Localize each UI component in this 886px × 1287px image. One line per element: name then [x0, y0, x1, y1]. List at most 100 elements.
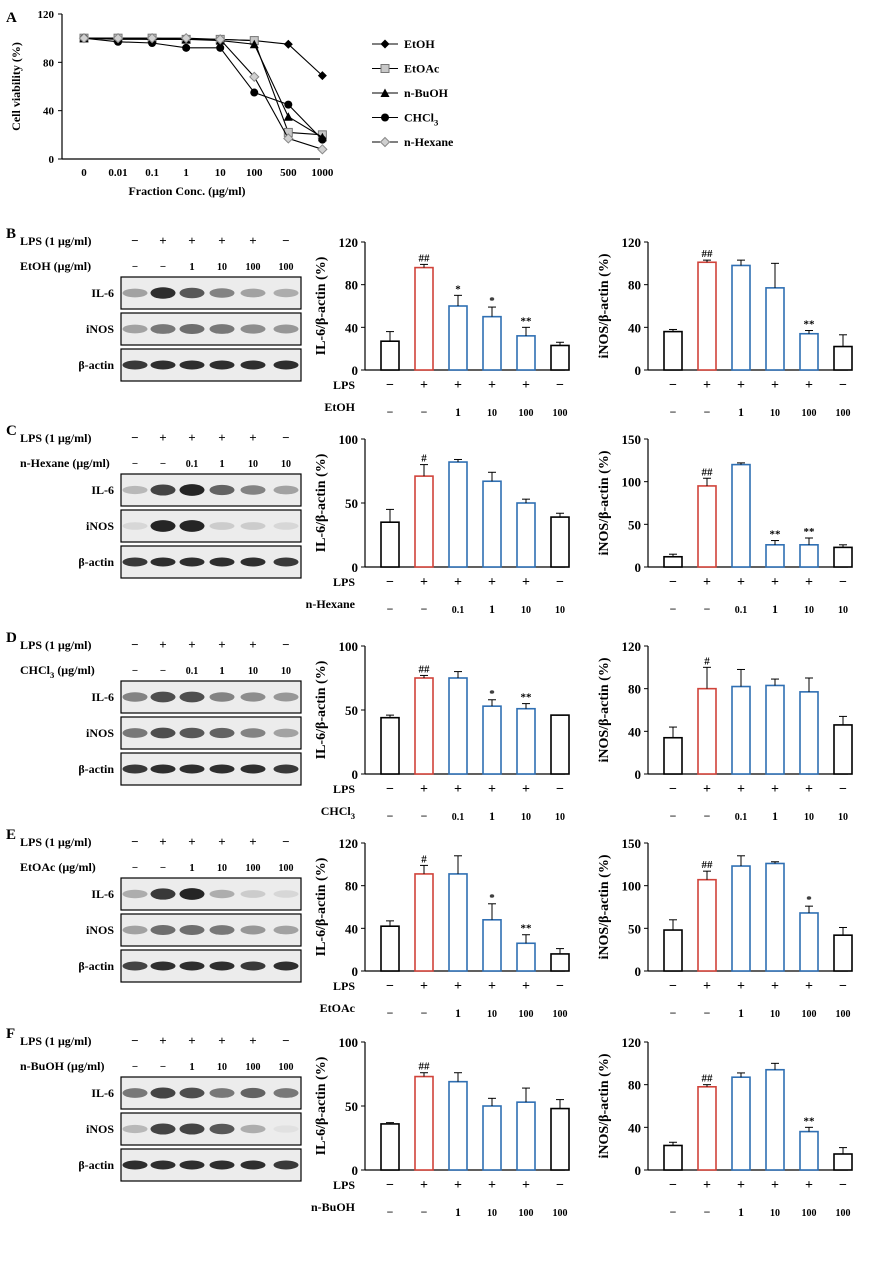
lps-sign: + — [249, 430, 256, 445]
blot-band — [240, 557, 266, 567]
inos-chart: 0 40 80 120 iNOS/β-actin (%) − − ## + − +1 +10 ** +10… — [597, 235, 853, 419]
x-dose-label: − — [670, 1205, 677, 1219]
bar — [697, 485, 717, 568]
legend-marker — [380, 64, 390, 73]
x-lps-sign: + — [805, 378, 813, 393]
bar — [833, 724, 853, 775]
blot-band-label: iNOS — [86, 1122, 114, 1136]
bar — [414, 266, 434, 371]
legend-marker — [380, 88, 390, 97]
blot-β-actin: β-actin — [78, 949, 302, 983]
data-point — [317, 71, 327, 81]
blot-band — [179, 727, 205, 739]
blot-band — [209, 522, 235, 530]
y-tick-label: 0 — [635, 363, 642, 378]
x-lps-sign: + — [771, 378, 779, 393]
x-dose-label: 0.1 — [735, 812, 748, 823]
blot-band — [273, 1088, 299, 1098]
x-lps-sign: − — [386, 378, 394, 393]
x-lps-label: LPS — [333, 782, 355, 796]
blot-band — [273, 557, 299, 567]
x-lps-sign: + — [420, 782, 428, 797]
dose-label: 1 — [189, 1061, 195, 1073]
blot-band — [179, 324, 205, 334]
blot-band — [122, 1160, 148, 1170]
x-lps-sign: + — [703, 1178, 711, 1193]
dose-label: − — [132, 261, 138, 273]
lps-header-label: LPS (1 μg/ml) — [20, 431, 91, 445]
x-lps-sign: + — [488, 575, 496, 590]
x-dose-label: 0.1 — [452, 812, 465, 823]
significance-mark: # — [421, 453, 427, 465]
data-point — [283, 133, 294, 144]
bar — [550, 516, 570, 568]
blot-band — [150, 1087, 176, 1099]
y-tick-label: 100 — [339, 432, 359, 447]
bar — [731, 463, 751, 568]
blot-band — [240, 728, 266, 738]
blot-band — [150, 360, 176, 370]
y-tick-label: 40 — [345, 921, 358, 936]
bar — [448, 677, 468, 775]
lps-sign: − — [131, 1033, 138, 1048]
blot-band — [122, 925, 148, 935]
bar — [448, 1080, 468, 1171]
blot-band — [273, 764, 299, 774]
x-treatment-label: CHCl3 — [321, 804, 356, 821]
blot-band — [273, 522, 299, 530]
panel-row-f: F LPS (1 μg/ml) − + + + + −n-BuOH (μg/ml) − −1 10 1… — [6, 1026, 853, 1219]
x-dose-label: 10 — [487, 1009, 497, 1020]
y-axis-title: IL-6/β-actin (%) — [314, 660, 329, 759]
blot-band — [209, 692, 235, 702]
blot-band — [209, 484, 235, 496]
blot-band — [240, 961, 266, 971]
bar — [765, 287, 785, 371]
il6-chart: 0 50 100 IL-6/β-actin (%) − − ## + − +0.1 * +1 ** +10… — [314, 639, 570, 823]
data-point — [249, 39, 259, 49]
bar — [448, 873, 468, 972]
blot-IL-6: IL-6 — [91, 1076, 302, 1110]
bar — [765, 544, 785, 568]
bar — [516, 942, 536, 972]
data-point — [78, 32, 90, 44]
data-point — [146, 32, 158, 44]
x-dose-label: 100 — [519, 1208, 534, 1219]
y-tick-label: 50 — [345, 1099, 358, 1114]
x-dose-label: 1 — [455, 1205, 461, 1219]
data-point — [249, 71, 260, 83]
y-axis-title: iNOS/β-actin (%) — [597, 450, 612, 555]
x-dose-label: − — [387, 1006, 394, 1020]
y-tick-label: 50 — [345, 496, 358, 511]
dose-label: 1 — [189, 261, 195, 273]
x-lps-sign: − — [669, 575, 677, 590]
bar — [482, 1105, 502, 1171]
x-dose-label: − — [704, 602, 711, 616]
lps-sign: + — [218, 430, 225, 445]
blot-band — [240, 890, 266, 898]
x-lps-sign: + — [737, 575, 745, 590]
treatment-header-label: CHCl3 (μg/ml) — [20, 663, 95, 680]
dose-label: 10 — [248, 459, 258, 470]
x-dose-label: 10 — [770, 1009, 780, 1020]
bar — [448, 305, 468, 371]
y-axis-title: iNOS/β-actin (%) — [597, 657, 612, 762]
dose-label: 0.1 — [186, 666, 199, 677]
x-dose-label: 1 — [772, 809, 778, 823]
series-line — [84, 37, 323, 138]
panel-letter: E — [6, 827, 16, 843]
blot-band — [209, 1088, 235, 1098]
x-lps-sign: + — [771, 782, 779, 797]
y-tick-label: 0 — [635, 560, 642, 575]
series-CHCl3 — [80, 34, 327, 144]
x-lps-sign: + — [488, 979, 496, 994]
data-point — [284, 100, 293, 109]
blot-band — [150, 925, 176, 935]
y-tick-label: 40 — [628, 724, 641, 739]
lps-sign: + — [249, 233, 256, 248]
bar — [799, 691, 819, 775]
x-dose-label: 0.1 — [452, 605, 465, 616]
blot-band — [273, 925, 299, 935]
blot-band — [240, 1124, 266, 1134]
lps-sign: − — [282, 430, 289, 445]
lps-sign: − — [131, 233, 138, 248]
